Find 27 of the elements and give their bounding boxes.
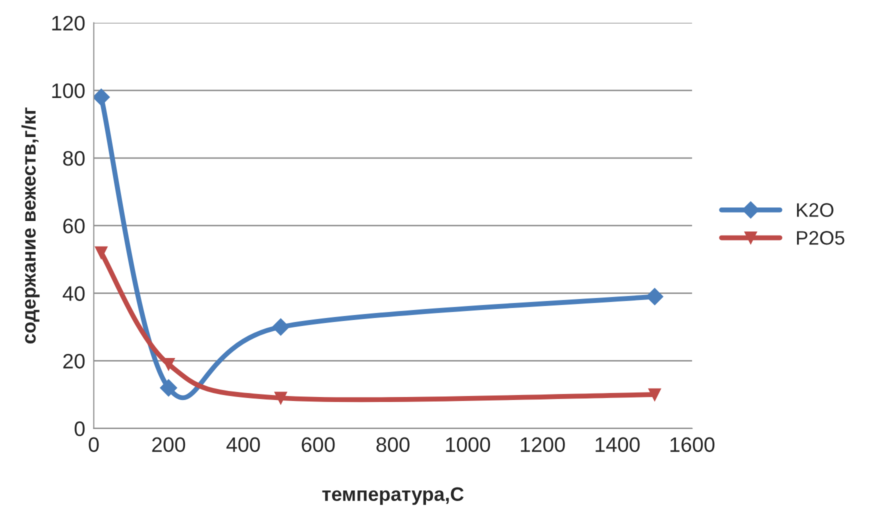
y-tick-label: 60: [63, 218, 85, 234]
point: [94, 88, 110, 106]
y-tick-label: 80: [63, 151, 85, 166]
y-tick-label: 20: [63, 354, 85, 369]
x-tick-label: 1000: [446, 437, 490, 452]
x-axis-title: температура,С: [322, 487, 464, 505]
x-tick-label: 400: [226, 437, 260, 452]
point: [274, 392, 287, 404]
x-tick-label: 600: [302, 437, 335, 452]
point: [646, 288, 664, 306]
y-tick-label: 40: [62, 286, 85, 301]
point: [94, 246, 108, 259]
x-tick-label: 800: [376, 437, 410, 452]
x-tick-label: 1400: [596, 437, 640, 452]
point: [272, 318, 290, 336]
point: [648, 388, 661, 401]
y-tick-label: 100: [52, 83, 85, 98]
y-axis-title: содержание вежеств,г/кг: [21, 107, 40, 344]
x-tick-label: 1200: [520, 437, 565, 452]
x-tick-label: 200: [152, 437, 186, 452]
y-tick-label: 120: [52, 16, 85, 31]
legend-label: P2O5: [797, 230, 844, 245]
legend-label: K2O: [797, 203, 834, 217]
x-tick-label: 0: [88, 437, 99, 452]
y-tick-label: 0: [74, 421, 85, 436]
x-tick-label: 1600: [670, 437, 714, 452]
point: [160, 379, 178, 396]
